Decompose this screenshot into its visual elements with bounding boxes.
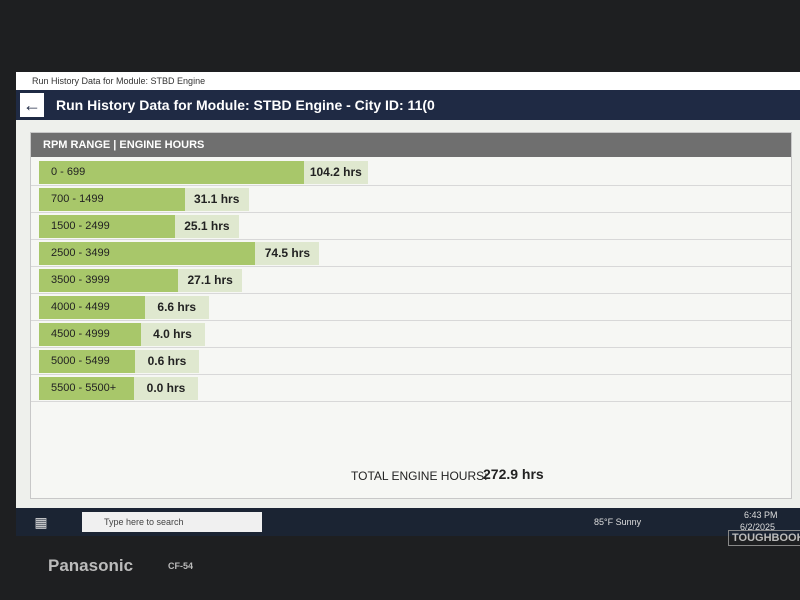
page-title: Run History Data for Module: STBD Engine…	[56, 97, 435, 113]
hours-label: 0.6 hrs	[134, 350, 199, 373]
start-button[interactable]: ▦	[34, 514, 48, 530]
hours-label: 25.1 hrs	[174, 215, 239, 238]
hours-label: 6.6 hrs	[144, 296, 209, 319]
taskbar: ▦ Type here to search 85°F Sunny 6:43 PM…	[16, 508, 800, 536]
hours-label: 74.5 hrs	[255, 242, 320, 265]
series: TOUGHBOOK	[728, 530, 800, 546]
hours-bar: 4500 - 4999	[39, 323, 141, 346]
table-row: 700 - 1499 31.1 hrs	[31, 186, 791, 213]
hours-label: 27.1 hrs	[178, 269, 243, 292]
table-heading: RPM RANGE | ENGINE HOURS	[31, 133, 791, 157]
table-row: 4500 - 4999 4.0 hrs	[31, 321, 791, 348]
back-button[interactable]: ←	[20, 93, 44, 117]
table-row: 0 - 699 104.2 hrs	[31, 159, 791, 186]
window-title: Run History Data for Module: STBD Engine	[16, 72, 800, 90]
model: CF-54	[168, 561, 194, 571]
clock-time[interactable]: 6:43 PM	[744, 510, 778, 520]
rpm-range: 2500 - 3499	[51, 247, 110, 259]
table-row: 1500 - 2499 25.1 hrs	[31, 213, 791, 240]
rpm-range: 4500 - 4999	[51, 328, 110, 340]
rpm-range: 1500 - 2499	[51, 220, 110, 232]
brand: Panasonic	[48, 556, 134, 575]
hours-bar: 5500 - 5500+	[39, 377, 134, 400]
table-row: 2500 - 3499 74.5 hrs	[31, 240, 791, 267]
total-value: 272.9 hrs	[483, 466, 544, 482]
rpm-range: 5000 - 5499	[51, 355, 110, 367]
hours-bar: 5000 - 5499	[39, 350, 135, 373]
header-bar: ← Run History Data for Module: STBD Engi…	[16, 90, 800, 120]
hours-label: 104.2 hrs	[303, 161, 368, 184]
hours-bar: 4000 - 4499	[39, 296, 145, 319]
table-row: 5500 - 5500+ 0.0 hrs	[31, 375, 791, 402]
hours-bar: 2500 - 3499	[39, 242, 256, 265]
panel: RPM RANGE | ENGINE HOURS TOTAL ENGINE HO…	[30, 132, 792, 499]
hours-label: 31.1 hrs	[184, 188, 249, 211]
hours-bar: 1500 - 2499	[39, 215, 175, 238]
table-row: 5000 - 5499 0.6 hrs	[31, 348, 791, 375]
total-label: TOTAL ENGINE HOURS:	[351, 469, 488, 483]
hours-label: 0.0 hrs	[134, 377, 198, 400]
weather[interactable]: 85°F Sunny	[594, 517, 642, 527]
hours-bar: 0 - 699	[39, 161, 304, 184]
rpm-range: 5500 - 5500+	[51, 382, 117, 394]
clock-date[interactable]: 6/2/2025	[740, 522, 776, 532]
hours-label: 4.0 hrs	[140, 323, 205, 346]
hours-bar: 700 - 1499	[39, 188, 185, 211]
hours-bar: 3500 - 3999	[39, 269, 179, 292]
rpm-range: 4000 - 4499	[51, 301, 110, 313]
search-box[interactable]: Type here to search	[82, 512, 262, 532]
table-row: 3500 - 3999 27.1 hrs	[31, 267, 791, 294]
rpm-range: 700 - 1499	[51, 193, 104, 205]
rpm-range: 3500 - 3999	[51, 274, 110, 286]
screen: Run History Data for Module: STBD Engine…	[16, 72, 800, 536]
rpm-range: 0 - 699	[51, 166, 86, 178]
table-row: 4000 - 4499 6.6 hrs	[31, 294, 791, 321]
